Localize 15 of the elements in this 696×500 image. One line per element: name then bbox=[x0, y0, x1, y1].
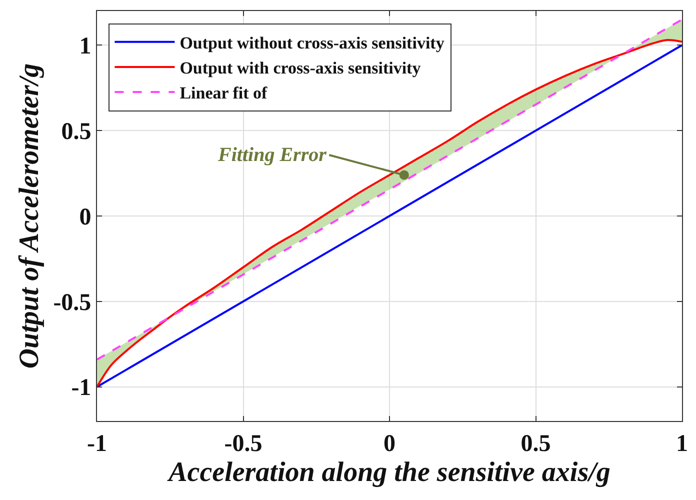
legend-label: Output without cross-axis sensitivity bbox=[180, 33, 445, 52]
annotation: Fitting Error bbox=[217, 144, 327, 166]
y-tick-label: 1 bbox=[79, 34, 92, 60]
x-axis-title: Acceleration along the sensitive axis/g bbox=[166, 456, 610, 488]
legend-label: Output with cross-axis sensitivity bbox=[180, 58, 422, 78]
y-tick-label: -1 bbox=[71, 375, 92, 402]
y-tick-label: -0.5 bbox=[53, 290, 92, 316]
x-tick-label: -0.5 bbox=[224, 430, 262, 457]
legend-label: Linear fit of bbox=[180, 84, 268, 103]
y-tick-label: 0.5 bbox=[61, 118, 92, 145]
y-axis-title: Output of Accelerometer/g bbox=[14, 63, 45, 369]
x-tick-label: 1 bbox=[676, 430, 688, 457]
y-tick-label: 0 bbox=[79, 204, 92, 230]
x-tick-label: 0.5 bbox=[520, 430, 551, 457]
x-tick-label: 0 bbox=[384, 430, 396, 457]
